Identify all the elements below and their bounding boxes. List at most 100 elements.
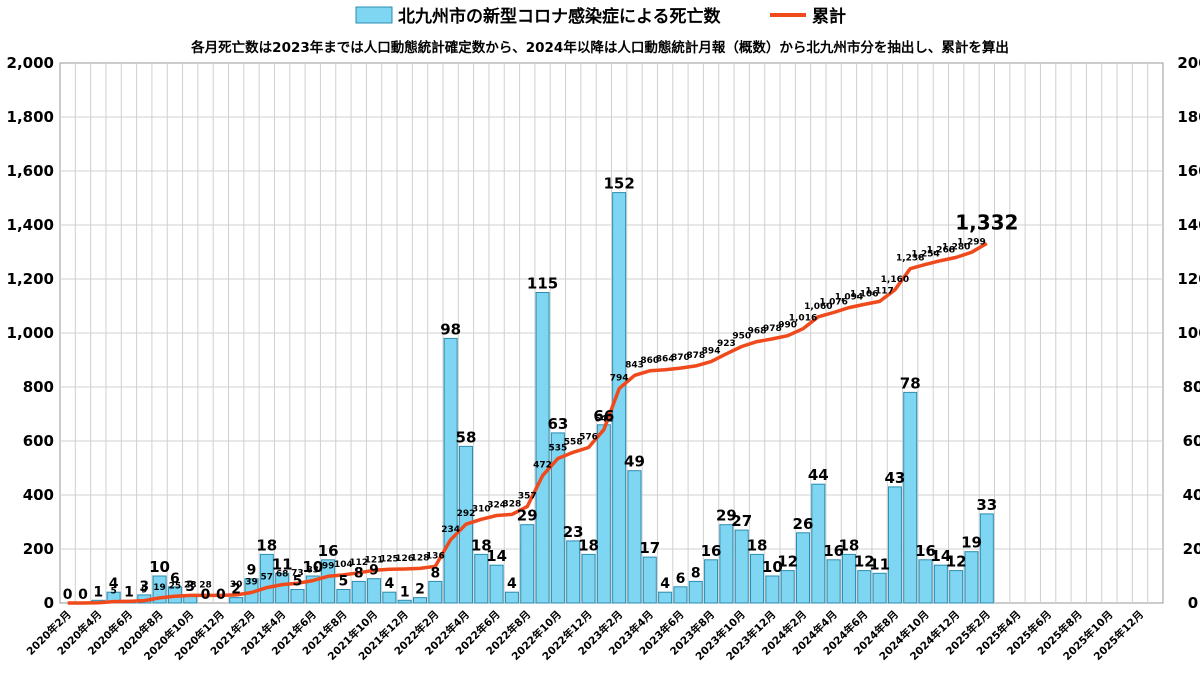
bar-value-label: 3 (185, 579, 195, 595)
bar-value-label: 19 (961, 534, 982, 552)
bar-value-label: 1 (124, 584, 134, 600)
bar-value-label: 17 (639, 539, 660, 557)
bar-value-label: 33 (976, 496, 997, 514)
bar-value-label: 8 (691, 565, 701, 581)
bar (673, 586, 688, 604)
left-axis-tick: 200 (23, 540, 54, 558)
cumulative-value-label: 1,060 (804, 302, 832, 312)
cumulative-value-labels: 5 9 19 25 28 28 30 39 57 68 73 83 99 1041121211251261… (110, 210, 1018, 596)
bar-value-label: 10 (762, 558, 783, 576)
legend: 北九州市の新型コロナ感染症による死亡数 累計 (355, 6, 846, 27)
bar (259, 553, 274, 604)
bar-value-label: 44 (808, 466, 829, 484)
right-axis-tick: 0 (1188, 594, 1198, 612)
cumulative-value-label: 1,268 (927, 246, 955, 256)
cumulative-value-label: 328 (503, 499, 522, 509)
cumulative-value-label: 324 (487, 501, 506, 511)
bar-value-label: 58 (456, 428, 477, 446)
bar-value-label: 12 (777, 553, 798, 571)
bar (704, 559, 719, 604)
bar (504, 591, 519, 604)
bar (949, 570, 964, 604)
right-axis-tick: 180 (1177, 108, 1200, 126)
bar-value-label: 2 (231, 582, 241, 598)
cumulative-value-label: 99 (322, 561, 335, 571)
left-axis-tick: 1,400 (7, 216, 54, 234)
left-axis-tick: 1,000 (7, 324, 54, 342)
left-axis-tick: 1,800 (7, 108, 54, 126)
bar-value-label: 0 (216, 587, 226, 603)
cumulative-value-label: 576 (579, 432, 598, 442)
cumulative-value-label: 28 (199, 580, 212, 590)
bar (826, 559, 841, 604)
bar (351, 580, 366, 604)
cumulative-value-label: 9 (141, 586, 147, 596)
bar (887, 486, 902, 604)
bar (489, 564, 504, 604)
cumulative-value-label: 642 (594, 415, 613, 425)
bar-value-label: 10 (149, 558, 170, 576)
cumulative-value-label: 104 (334, 560, 353, 570)
bar (321, 559, 336, 604)
bar-value-label: 78 (900, 374, 921, 392)
bar (734, 529, 749, 604)
cumulative-value-label: 968 (748, 327, 767, 337)
cumulative-value-label: 1,106 (850, 289, 878, 299)
bar (964, 551, 979, 604)
bar (336, 589, 351, 604)
cumulative-value-label: 990 (778, 321, 797, 331)
bar (382, 591, 397, 604)
bar (550, 432, 565, 604)
bar (412, 597, 428, 604)
cumulative-value-label: 864 (656, 355, 675, 365)
bar-value-label: 16 (701, 542, 722, 560)
cumulative-value-label: 1,299 (957, 237, 985, 247)
cumulative-value-label: 923 (717, 339, 736, 349)
cumulative-value-label: 5 (110, 587, 116, 597)
bar-value-label: 11 (272, 555, 293, 573)
cumulative-value-label: 121 (365, 555, 384, 565)
cumulative-value-label: 83 (307, 566, 320, 576)
cumulative-value-label: 28 (184, 580, 197, 590)
left-axis-tick: 800 (23, 378, 54, 396)
bar (979, 513, 994, 604)
bar-value-label: 43 (884, 469, 905, 487)
right-axis-tick: 60 (1183, 432, 1200, 450)
bar-value-label: 12 (946, 553, 967, 571)
bar-value-label: 0 (201, 587, 211, 603)
bar-value-label: 18 (256, 536, 277, 554)
bar (474, 553, 489, 604)
bar-value-label: 16 (318, 542, 339, 560)
cumulative-value-label: 292 (457, 509, 476, 519)
bar (581, 553, 596, 604)
bar-value-label: 4 (507, 576, 517, 592)
bar-value-label: 5 (339, 574, 349, 590)
cumulative-value-label: 19 (153, 583, 166, 593)
cumulative-value-label: 1,094 (835, 293, 863, 303)
bar-value-label: 14 (930, 547, 951, 565)
bar-value-label: 152 (604, 175, 635, 193)
bar-value-label: 18 (839, 536, 860, 554)
bar-value-label: 29 (716, 507, 737, 525)
cumulative-value-label: 535 (548, 444, 567, 454)
cumulative-value-label: 1,160 (881, 275, 909, 285)
bar (535, 292, 550, 604)
cumulative-final-label: 1,332 (955, 210, 1018, 234)
bar-value-label: 26 (793, 515, 814, 533)
bar (795, 532, 811, 604)
bar (443, 337, 458, 604)
cumulative-value-label: 234 (441, 525, 460, 535)
bar (428, 580, 443, 604)
cumulative-value-label: 878 (686, 351, 705, 361)
bar-value-label: 4 (109, 576, 119, 592)
cumulative-value-label: 30 (230, 580, 243, 590)
legend-line-label: 累計 (812, 6, 846, 27)
left-axis-tick: 600 (23, 432, 54, 450)
left-axis-tick: 1,600 (7, 162, 54, 180)
bar-value-label: 18 (747, 536, 768, 554)
bar (719, 524, 734, 604)
bar-value-label: 1 (400, 584, 410, 600)
bar-value-label: 3 (139, 579, 149, 595)
cumulative-value-label: 1,016 (789, 314, 817, 324)
